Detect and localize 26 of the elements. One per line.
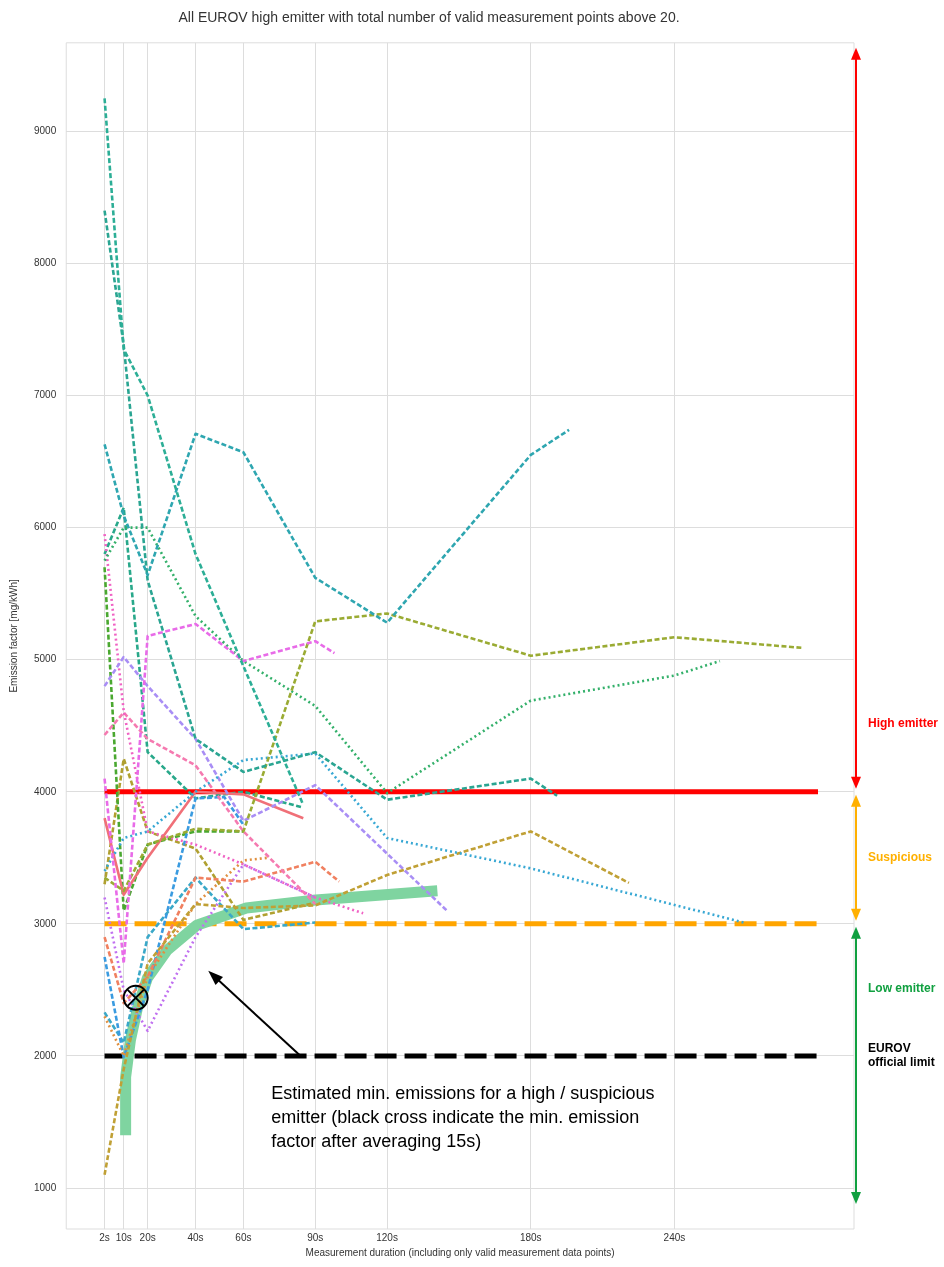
annotation: Estimated min. emissions for a high / suspicious emitter (black cross indicate the min. emission factor after averaging 15s) bbox=[271, 1082, 655, 1151]
x-tick-label: 90s bbox=[307, 1231, 324, 1243]
text: Low emitter bbox=[868, 981, 936, 996]
y-tick-label: 7000 bbox=[34, 389, 57, 401]
x-tick-label: 60s bbox=[235, 1231, 252, 1243]
ref-line-label: EUROV official limit bbox=[868, 1041, 935, 1070]
y-tick-label: 8000 bbox=[34, 257, 57, 269]
text: High emitter bbox=[868, 716, 939, 731]
x-tick-label: 240s bbox=[663, 1231, 686, 1243]
x-tick-label: 180s bbox=[519, 1231, 542, 1243]
y-tick-label: 6000 bbox=[34, 521, 57, 533]
x-tick-label: 40s bbox=[187, 1231, 204, 1243]
x-tick-label: 10s bbox=[115, 1231, 132, 1243]
x-tick-label: 2s bbox=[99, 1231, 110, 1243]
x-tick-label: 120s bbox=[376, 1231, 398, 1243]
text: Suspicious bbox=[868, 850, 933, 865]
x-tick-label: 20s bbox=[139, 1231, 156, 1243]
x-axis-title: Measurement duration (including only valid measurement data points) bbox=[305, 1246, 615, 1258]
y-tick-label: 9000 bbox=[34, 125, 57, 137]
y-tick-label: 5000 bbox=[34, 653, 57, 665]
y-tick-label: 4000 bbox=[34, 785, 57, 797]
y-tick-label: 1000 bbox=[34, 1181, 57, 1193]
y-axis-title: Emission factor [mg/kWh] bbox=[7, 579, 19, 693]
chart-title: All EUROV high emitter with total number of valid measurement points above 20. bbox=[178, 9, 680, 26]
y-tick-label: 2000 bbox=[34, 1049, 57, 1061]
y-tick-label: 3000 bbox=[34, 917, 57, 929]
